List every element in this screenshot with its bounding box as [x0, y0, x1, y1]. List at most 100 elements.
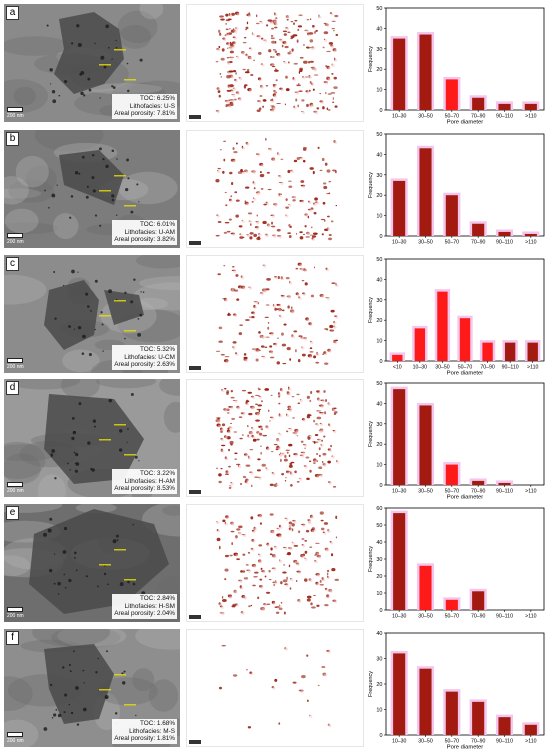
- x-tick-label: 50–70: [445, 114, 460, 120]
- sample-info: TOC: 3.22% Lithofacies: H-AM Areal porosit…: [112, 469, 177, 494]
- y-tick-label: 50: [376, 6, 382, 12]
- pore-map-c: [186, 255, 364, 373]
- bar-c-5: [504, 342, 516, 361]
- scale-bar-line: [7, 482, 23, 487]
- bar-a-2: [445, 79, 458, 110]
- y-tick-label: 30: [376, 557, 382, 563]
- pore-map-e: [186, 504, 364, 622]
- y-tick-label: 30: [376, 173, 382, 179]
- pore-map-scale-bar: [189, 115, 201, 119]
- panel-letter: d: [6, 381, 19, 395]
- scale-bar-label: 200 nm: [7, 364, 24, 370]
- x-tick-label: 90–110: [496, 739, 513, 745]
- x-tick-label: 10–30: [392, 489, 407, 495]
- x-tick-label: 30–50: [418, 114, 433, 120]
- bar-e-1: [419, 565, 432, 610]
- bar-d-3: [472, 480, 485, 485]
- x-tick-label: 90–110: [496, 114, 513, 120]
- bar-b-3: [472, 223, 485, 236]
- x-tick-label: 50–70: [445, 739, 460, 745]
- y-tick-label: 20: [376, 318, 382, 324]
- y-tick-label: 10: [376, 88, 382, 94]
- scale-bar: 200 nm: [7, 482, 24, 494]
- scale-bar: 200 nm: [7, 107, 24, 119]
- x-tick-label: 30–50: [418, 739, 433, 745]
- sample-litho: Lithofacies: H-AM: [124, 477, 175, 485]
- bar-halo: [495, 480, 514, 485]
- y-tick-label: 50: [376, 381, 382, 387]
- panel-letter: f: [6, 631, 19, 645]
- pore-map-a: [186, 4, 364, 122]
- y-axis-label: Frequency: [368, 46, 374, 72]
- sem-image-c: c TOC: 5.32% Lithofacies: U-CM Areal porosi…: [4, 255, 180, 373]
- x-tick-label: 90–110: [496, 489, 513, 495]
- sample-poro: Areal porosity: 1.81%: [114, 735, 175, 743]
- y-tick-label: 50: [376, 132, 382, 138]
- bar-b-5: [524, 233, 537, 236]
- y-tick-label: 0: [379, 359, 382, 365]
- bar-c-2: [437, 291, 448, 361]
- histogram-e: 0 10 20 30 40 50 60 Frequency 10–30 30–50 50–70 70–…: [366, 504, 546, 622]
- y-tick-label: 0: [379, 608, 382, 614]
- bar-d-0: [393, 389, 406, 485]
- histogram-f: 0 10 20 30 40 Frequency 10–30 30–50 50–70 70–90 90…: [366, 629, 546, 751]
- plot-frame: [385, 7, 545, 111]
- figure-row-d: d TOC: 3.22% Lithofacies: H-AM Areal porosi…: [0, 379, 550, 501]
- x-tick-label: 30–50: [418, 614, 433, 620]
- x-tick-label: 90–110: [502, 365, 519, 371]
- y-tick-label: 10: [376, 591, 382, 597]
- bar-d-2: [445, 464, 458, 485]
- scale-bar-label: 200 nm: [7, 239, 24, 245]
- y-tick-label: 0: [379, 234, 382, 240]
- bar-f-2: [445, 691, 458, 735]
- x-tick-label: 90–110: [496, 240, 513, 246]
- scale-bar-label: 200 nm: [7, 488, 24, 494]
- pore-map-f: [186, 629, 364, 747]
- y-axis-label: Frequency: [368, 172, 374, 198]
- sample-poro: Areal porosity: 3.82%: [114, 236, 175, 244]
- bar-e-2: [445, 599, 458, 610]
- y-tick-label: 40: [376, 540, 382, 546]
- histogram-c: 0 10 20 30 40 50 Frequency <10 10–30 30–50 50–70 70…: [366, 255, 546, 377]
- y-tick-label: 10: [376, 708, 382, 714]
- y-tick-label: 20: [376, 67, 382, 73]
- sample-info: TOC: 6.25% Lithofacies: U-S Areal porosity…: [112, 94, 177, 119]
- x-tick-label: 30–50: [435, 365, 450, 371]
- x-tick-label: 70–90: [480, 365, 495, 371]
- plot-frame: [385, 632, 545, 736]
- sem-image-e: e TOC: 2.84% Lithofacies: H-SM Areal porosi…: [4, 504, 180, 622]
- y-axis-label: Frequency: [368, 546, 374, 572]
- bar-c-0: [392, 354, 403, 361]
- x-tick-label: 10–30: [392, 240, 407, 246]
- y-tick-label: 40: [376, 277, 382, 283]
- y-axis-label: Frequency: [368, 421, 374, 447]
- bar-b-0: [393, 180, 406, 236]
- y-tick-label: 20: [376, 193, 382, 199]
- sample-poro: Areal porosity: 2.63%: [114, 361, 175, 369]
- sample-poro: Areal porosity: 7.81%: [114, 110, 175, 118]
- x-tick-label: 50–70: [445, 489, 460, 495]
- bar-f-0: [393, 653, 406, 735]
- sample-info: TOC: 5.32% Lithofacies: U-CM Areal porosit…: [112, 345, 177, 370]
- x-tick-label: 70–90: [471, 240, 486, 246]
- pore-map-scale-bar: [189, 366, 201, 370]
- y-tick-label: 30: [376, 47, 382, 53]
- x-tick-label: 50–70: [458, 365, 473, 371]
- sample-poro: Areal porosity: 2.04%: [114, 610, 175, 618]
- scale-bar-label: 200 nm: [7, 738, 24, 744]
- scale-bar: 200 nm: [7, 607, 24, 619]
- scale-bar-line: [7, 107, 23, 112]
- pore-map-b: [186, 130, 364, 248]
- y-tick-label: 20: [376, 574, 382, 580]
- y-tick-label: 40: [376, 401, 382, 407]
- panel-letter: a: [6, 6, 19, 20]
- bar-a-5: [524, 103, 537, 110]
- scale-bar-line: [7, 358, 23, 363]
- sample-litho: Lithofacies: H-SM: [124, 602, 175, 610]
- y-tick-label: 30: [376, 298, 382, 304]
- pore-map-d: [186, 379, 364, 497]
- bar-a-1: [419, 34, 432, 110]
- x-tick-label: 10–30: [392, 614, 407, 620]
- y-tick-label: 20: [376, 442, 382, 448]
- scale-bar-line: [7, 607, 23, 612]
